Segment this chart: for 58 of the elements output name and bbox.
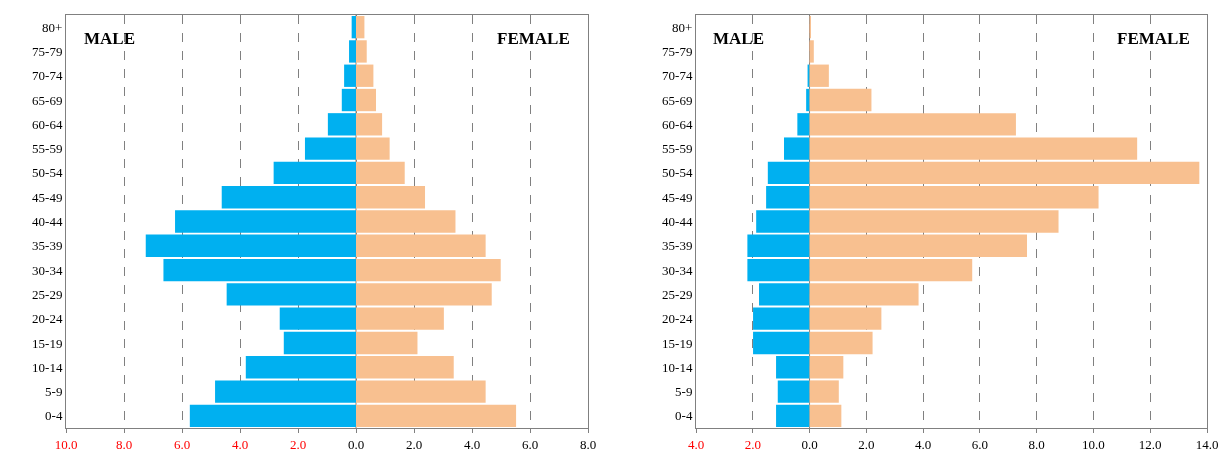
y-tick-label: 25-29 bbox=[32, 286, 63, 302]
y-tick-label: 55-59 bbox=[662, 141, 693, 157]
y-tick-label: 0-4 bbox=[45, 408, 63, 424]
x-tick-label: 6.0 bbox=[173, 436, 191, 452]
y-tick-label: 10-14 bbox=[32, 359, 63, 375]
y-tick-label: 40-44 bbox=[662, 214, 693, 230]
y-tick-label: 60-64 bbox=[662, 116, 693, 132]
y-tick-label: 55-59 bbox=[32, 141, 63, 157]
y-tick-label: 0-4 bbox=[675, 408, 693, 424]
x-tick-label: 6.0 bbox=[971, 436, 989, 452]
x-tick-label: 8.0 bbox=[115, 436, 133, 452]
y-tick-label: 5-9 bbox=[675, 384, 693, 400]
y-tick-label: 30-34 bbox=[32, 262, 63, 278]
y-tick-label: 75-79 bbox=[662, 43, 693, 59]
y-tick-label: 40-44 bbox=[32, 214, 63, 230]
y-tick-label: 70-74 bbox=[32, 68, 63, 84]
x-tick-label: 2.0 bbox=[744, 436, 761, 452]
x-tick-label: 2.0 bbox=[405, 436, 423, 452]
x-tick-label: 2.0 bbox=[289, 436, 307, 452]
y-tick-label: 5-9 bbox=[45, 384, 63, 400]
y-tick-label: 20-24 bbox=[32, 311, 63, 327]
y-tick-label: 80+ bbox=[672, 19, 693, 35]
annotation: MALE bbox=[713, 29, 764, 48]
y-tick-label: 45-49 bbox=[32, 189, 63, 205]
y-tick-label: 80+ bbox=[42, 19, 63, 35]
x-tick-label: 8.0 bbox=[1028, 436, 1045, 452]
y-tick-label: 65-69 bbox=[32, 92, 63, 108]
x-tick-label: 10.0 bbox=[1082, 436, 1105, 452]
y-tick-label: 35-39 bbox=[662, 238, 693, 254]
y-tick-label: 50-54 bbox=[32, 165, 63, 181]
y-tick-label: 10-14 bbox=[662, 359, 693, 375]
annotation: FEMALE bbox=[497, 29, 570, 48]
y-tick-label: 60-64 bbox=[32, 116, 63, 132]
annotation: FEMALE bbox=[1117, 29, 1190, 48]
x-tick-label: 4.0 bbox=[914, 436, 932, 452]
y-tick-label: 20-24 bbox=[662, 311, 693, 327]
y-tick-label: 15-19 bbox=[32, 335, 63, 351]
annotation: MALE bbox=[84, 29, 135, 48]
y-tick-label: 35-39 bbox=[32, 238, 63, 254]
x-tick-label: 14.0 bbox=[1195, 436, 1219, 452]
y-tick-label: 15-19 bbox=[662, 335, 693, 351]
y-tick-label: 50-54 bbox=[662, 165, 693, 181]
y-tick-label: 25-29 bbox=[662, 286, 693, 302]
x-tick-label: 4.0 bbox=[231, 436, 249, 452]
y-tick-label: 30-34 bbox=[662, 262, 693, 278]
y-tick-label: 75-79 bbox=[32, 43, 63, 59]
x-tick-label: 4.0 bbox=[463, 436, 481, 452]
y-tick-label: 65-69 bbox=[662, 92, 693, 108]
x-tick-label: 4.0 bbox=[687, 436, 705, 452]
x-tick-label: 6.0 bbox=[521, 436, 539, 452]
x-tick-label: 0.0 bbox=[801, 436, 818, 452]
x-tick-label: 2.0 bbox=[858, 436, 875, 452]
x-tick-label: 0.0 bbox=[347, 436, 365, 452]
x-tick-label: 8.0 bbox=[579, 436, 597, 452]
x-tick-label: 10.0 bbox=[54, 436, 78, 452]
y-tick-label: 70-74 bbox=[662, 68, 693, 84]
y-tick-label: 45-49 bbox=[662, 189, 693, 205]
x-tick-label: 12.0 bbox=[1138, 436, 1162, 452]
